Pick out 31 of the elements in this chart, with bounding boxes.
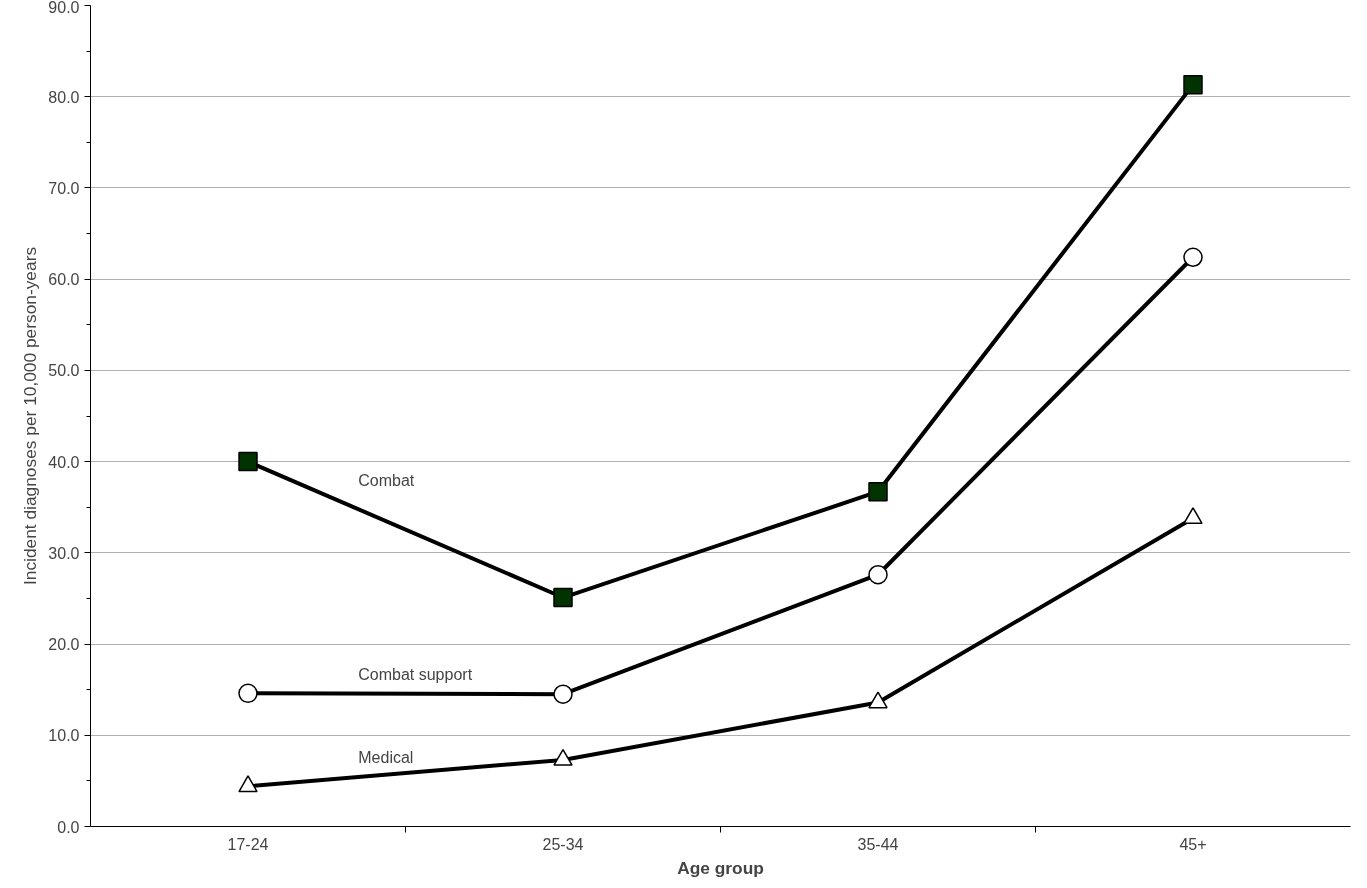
x-tick-label: 45+	[1179, 835, 1207, 853]
series-label: Medical	[358, 749, 414, 767]
y-tick-label: 70.0	[48, 179, 80, 197]
point	[1183, 507, 1203, 525]
point	[238, 451, 258, 472]
y-axis-title: Incident diagnoses per 10,000 person-years	[20, 246, 41, 586]
y-tick-label: 80.0	[48, 88, 80, 106]
point	[238, 683, 258, 704]
point	[868, 691, 888, 709]
y-tick-label: 10.0	[48, 727, 80, 745]
y-tick-label: 50.0	[48, 362, 80, 380]
x-axis-title: Age group	[677, 857, 764, 878]
point	[553, 587, 573, 608]
x-tick-label: 17-24	[227, 835, 269, 853]
point	[553, 748, 573, 766]
series-label: Combat	[358, 472, 415, 490]
series-label: Combat support	[358, 665, 473, 683]
x-tick-label: 35-44	[857, 835, 899, 853]
y-tick-label: 30.0	[48, 544, 80, 562]
point	[553, 684, 573, 704]
y-tick-label: 20.0	[48, 636, 80, 654]
point	[1183, 75, 1203, 95]
y-tick-label: 90.0	[48, 0, 80, 16]
point	[868, 481, 888, 502]
x-tick-label: 25-34	[542, 835, 584, 853]
y-tick-label: 60.0	[48, 271, 80, 289]
point	[238, 775, 258, 793]
point	[1183, 247, 1203, 268]
point	[868, 564, 888, 585]
y-tick-label: 40.0	[48, 453, 80, 471]
y-tick-label: 0.0	[57, 818, 80, 836]
